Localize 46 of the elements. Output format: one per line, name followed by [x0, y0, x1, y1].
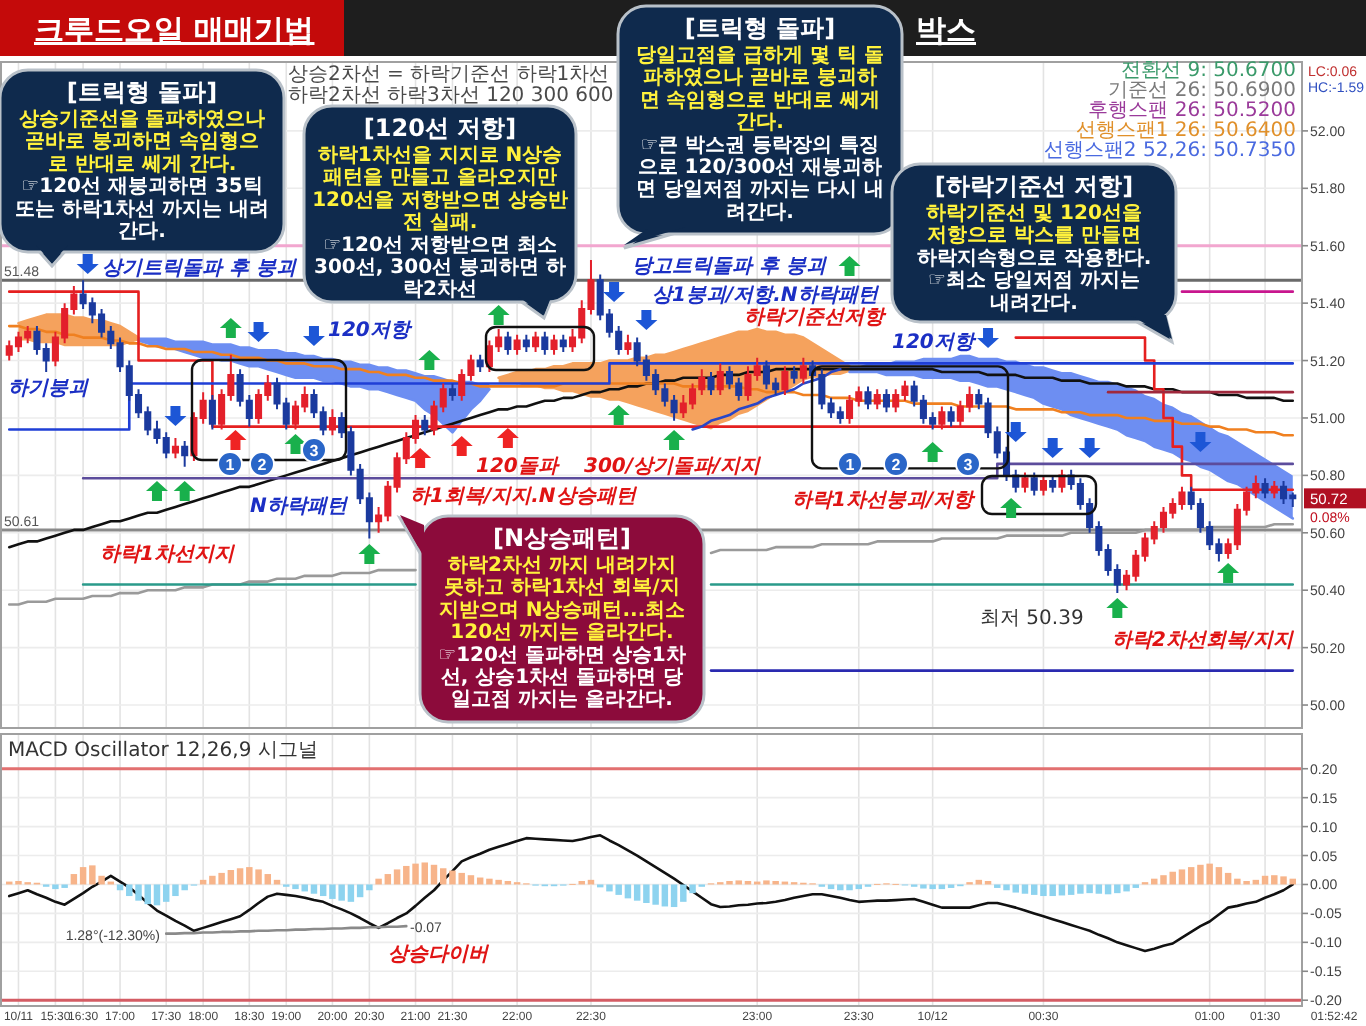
annotation: 하1회복/지지.N상승패턴: [410, 486, 638, 508]
annotation: 당고트릭돌파 후 붕괴: [632, 256, 828, 278]
annotation: 상1붕괴/저항.N하락패턴: [652, 285, 880, 307]
annotation: 2: [257, 456, 268, 474]
annotation: 상승기준선을 돌파하였으나 곧바로 붕괴하면 속임형으 로 반대로 쎄게 간다.: [18, 109, 266, 176]
annotation: 기준선 26: 50.6900: [1108, 80, 1296, 102]
annotation: 최저 50.39: [980, 608, 1084, 630]
annotation: [120선 저항]: [363, 114, 517, 142]
annotation: 선행스팬1 26: 50.6400: [1075, 120, 1296, 142]
annotation: 선행스팬2 52,26: 50.7350: [1043, 140, 1296, 162]
annotation: 상승2차선 = 하락기준선 하락1차선 하락2차선 하락3차선 120 300 600: [288, 64, 614, 107]
text: [트릭형 돌파]: [684, 14, 836, 42]
annotation: 하락지속형으로 작용한다. ☞최소 당일저점 까지는 내려간다.: [916, 247, 1152, 315]
annotation: 당일고점을 급하게 몇 틱 돌 파하였으나 곧바로 붕괴하 면 속임형으로 반대로 쎄게 간다.: [636, 45, 884, 135]
annotation: 하락1차선붕괴/저항: [792, 490, 978, 512]
annotation: 300/상기돌파/지지: [584, 456, 763, 478]
annotation: [하락기준선 저항]: [934, 172, 1134, 200]
annotation: 120저항: [892, 332, 978, 354]
annotation: ☞큰 박스권 등락장의 특징 으로 120/300선 재붕괴하 면 당일저점 까지는 다시 내 려간다.: [636, 134, 884, 224]
annotation: 하기붕괴: [8, 378, 90, 400]
chart-subtitle: 박스: [916, 12, 976, 48]
annotation: N하락패턴: [250, 496, 349, 518]
annotation: 하락기준선 및 120선을 저항으로 박스를 만들면: [926, 203, 1142, 248]
annotation: ☞120선 돌파하면 상승1차 선, 상승1차선 돌파하면 당 일고점 까지는 올라간다.: [438, 644, 686, 712]
annotation: 후행스팬 26: 50.5200: [1088, 100, 1296, 122]
annotation: [N상승패턴]: [492, 524, 632, 552]
annotation: 1: [225, 456, 236, 474]
annotation: ☞120선 재붕괴하면 35틱 또는 하락1차선 까지는 내려 간다.: [14, 176, 270, 243]
annotation: 하락2차선회복/지지: [1112, 630, 1296, 652]
annotation: 하락1차선지지: [100, 544, 236, 566]
annotation: 상기트릭돌파 후 붕괴: [102, 258, 298, 280]
annotation: 120돌파: [476, 456, 560, 478]
annotation: 하락기준선저항: [744, 307, 888, 329]
annotation: 전환선 9: 50.6700: [1121, 60, 1296, 82]
chart-title: MACD Oscillator 12,26,9 시그널: [8, 740, 318, 762]
annotation: 120저항: [328, 320, 414, 342]
annotation: ☞120선 저항받으면 최소 300선, 300선 붕괴하면 하 락2차선: [314, 234, 566, 302]
annotation: 2: [891, 456, 902, 474]
annotation: 3: [309, 442, 320, 460]
chart-title: 크루드오일 매매기법: [34, 12, 315, 48]
annotation: 3: [963, 456, 974, 474]
annotation: 하락2차선 까지 내려가지 못하고 하락1차선 회복/지 지받으며 N상승패턴...최소 120선 까지는 올라간다.: [438, 555, 686, 645]
annotation: 1: [845, 456, 856, 474]
annotation: 하락1차선을 지지로 N상승 패턴을 만들고 올라오지만 120선을 저항받으면 상승반 전 실패.: [312, 145, 568, 235]
annotation: [트릭형 돌파]: [66, 78, 218, 106]
annotation: 상승다이버: [388, 944, 490, 966]
